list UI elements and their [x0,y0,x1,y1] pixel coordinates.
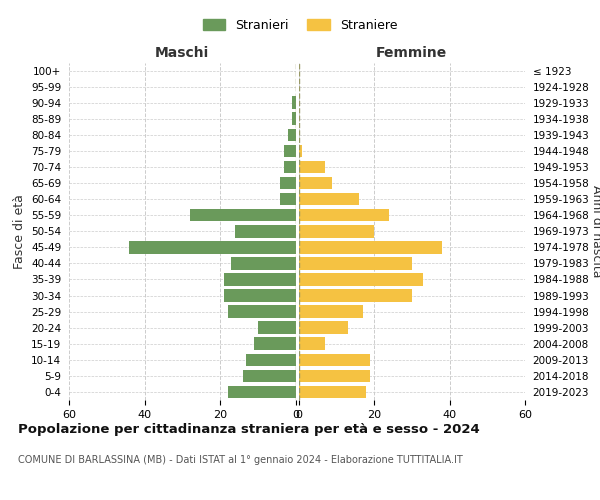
Bar [242,370,296,382]
Bar [299,386,367,398]
Bar [299,338,325,350]
Bar [130,241,296,254]
Bar [224,273,296,285]
Bar [227,306,296,318]
Bar [280,193,296,205]
Title: Maschi: Maschi [155,46,209,60]
Bar [299,225,374,237]
Bar [299,193,359,205]
Text: COMUNE DI BARLASSINA (MB) - Dati ISTAT al 1° gennaio 2024 - Elaborazione TUTTITA: COMUNE DI BARLASSINA (MB) - Dati ISTAT a… [18,455,463,465]
Bar [284,144,296,157]
Bar [284,160,296,173]
Bar [299,306,362,318]
Bar [299,273,423,285]
Bar [190,209,296,222]
Bar [299,370,370,382]
Bar [292,96,296,109]
Bar [299,241,442,254]
Y-axis label: Anni di nascita: Anni di nascita [590,185,600,278]
Bar [224,290,296,302]
Bar [288,128,296,141]
Bar [299,290,412,302]
Bar [299,177,332,190]
Bar [247,354,296,366]
Title: Femmine: Femmine [376,46,448,60]
Bar [299,322,347,334]
Bar [280,177,296,190]
Bar [258,322,296,334]
Bar [299,257,412,270]
Bar [299,209,389,222]
Bar [299,144,302,157]
Text: Popolazione per cittadinanza straniera per età e sesso - 2024: Popolazione per cittadinanza straniera p… [18,422,480,436]
Bar [299,354,370,366]
Y-axis label: Fasce di età: Fasce di età [13,194,26,268]
Bar [299,160,325,173]
Bar [254,338,296,350]
Bar [292,112,296,125]
Bar [227,386,296,398]
Legend: Stranieri, Straniere: Stranieri, Straniere [197,14,403,37]
Bar [235,225,296,237]
Bar [232,257,296,270]
